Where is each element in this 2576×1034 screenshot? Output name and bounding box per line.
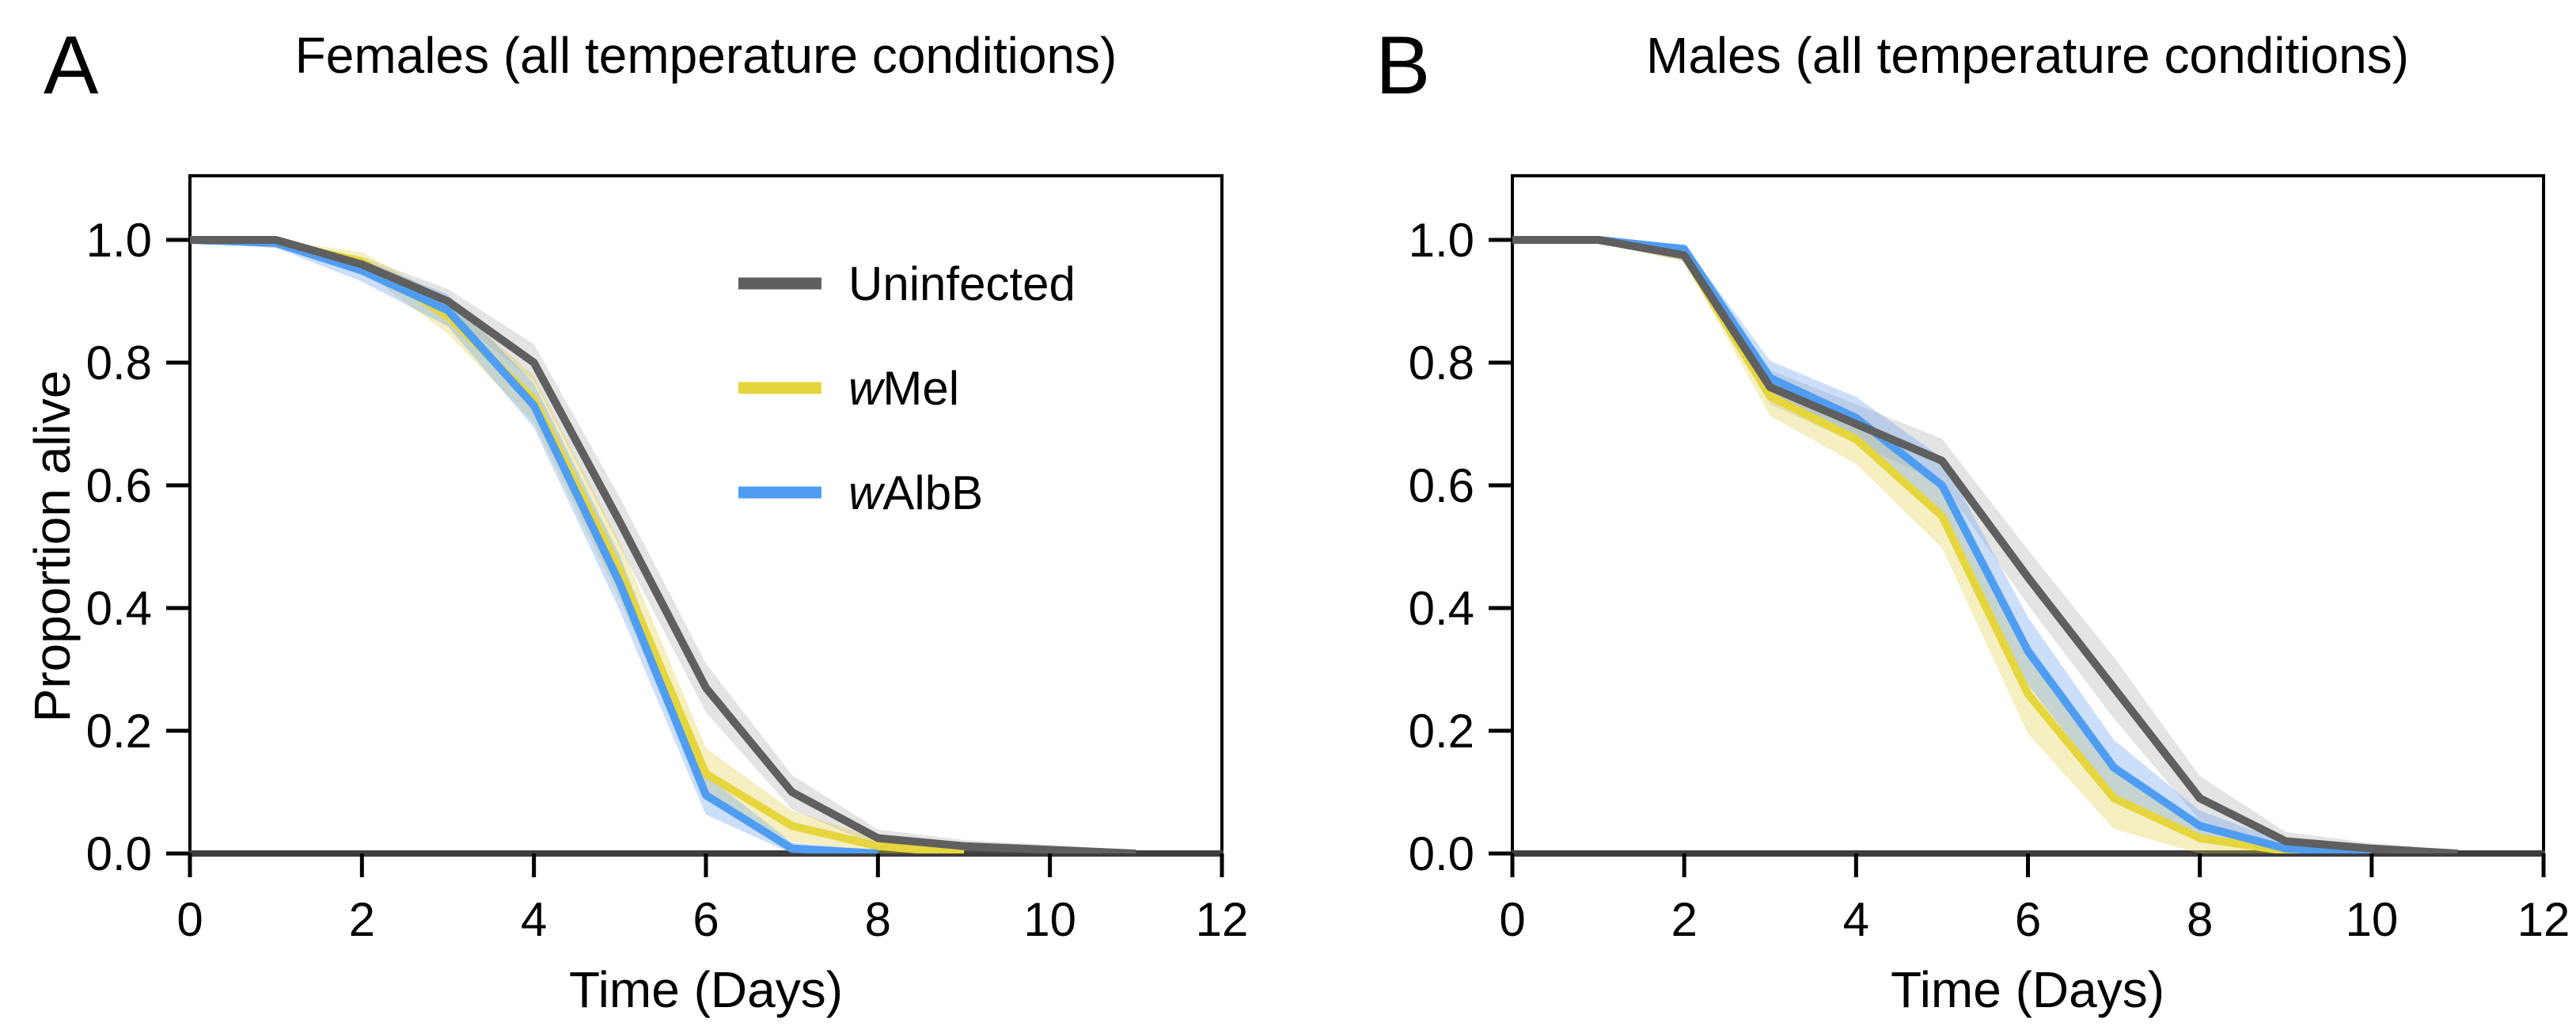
panel-a-x-axis-title: Time (Days) <box>569 961 843 1018</box>
series-line-wmel <box>190 236 965 853</box>
y-tick-label: 0.6 <box>86 459 152 512</box>
curves-layer <box>190 236 1136 853</box>
panel-a-title: Females (all temperature conditions) <box>295 27 1117 84</box>
series-band-wmel <box>1512 240 2372 853</box>
series-line-walbb <box>1512 236 2373 853</box>
y-tick-label: 0.2 <box>1409 705 1474 758</box>
y-tick-label: 0.4 <box>86 582 152 635</box>
y-tick-label: 0.8 <box>1409 336 1474 390</box>
legend-label-wmel-italic: w <box>848 362 886 415</box>
panel-b-x-axis-title: Time (Days) <box>1891 961 2164 1018</box>
legend-label-walbb: wAlbB <box>848 466 983 519</box>
panel-b-plot-area: 0 2 4 6 8 10 12 1.0 0.8 0.6 0.4 0.2 0.0 <box>1409 174 2570 946</box>
x-tick-label: 2 <box>349 893 375 946</box>
x-tick-label: 0 <box>176 893 203 946</box>
legend-label-walbb-text: AlbB <box>882 466 983 519</box>
legend-label-wmel-text: Mel <box>882 362 959 415</box>
series-band-uninfected <box>190 240 1136 853</box>
series-line-uninfected <box>190 236 1136 853</box>
legend-row-wmel: wMel <box>738 362 959 415</box>
x-tick-label: 2 <box>1671 893 1697 946</box>
x-tick-label: 6 <box>2015 893 2041 946</box>
panel-b-title: Males (all temperature conditions) <box>1646 27 2409 84</box>
y-axis-title: Proportion alive <box>24 371 81 723</box>
x-tick-label: 0 <box>1499 893 1525 946</box>
y-tick-label: 1.0 <box>86 214 152 267</box>
y-tick-label: 0.8 <box>86 336 152 390</box>
legend-label-uninfected: Uninfected <box>848 257 1076 310</box>
plot-frame <box>1511 174 2545 855</box>
legend: Uninfected wMel wAlbB <box>738 257 1076 519</box>
x-tick-label: 4 <box>1843 893 1869 946</box>
panel-a-label: A <box>44 20 99 112</box>
legend-row-walbb: wAlbB <box>738 466 983 519</box>
legend-label-wmel: wMel <box>848 362 959 415</box>
series-band-wmel <box>190 240 964 853</box>
x-tick-label: 10 <box>1023 893 1076 946</box>
y-tick-label: 0.2 <box>86 705 152 758</box>
y-tick-label: 1.0 <box>1409 214 1474 267</box>
x-tick-label: 12 <box>2517 893 2570 946</box>
x-tick-label: 10 <box>2345 893 2398 946</box>
panel-a-plot-area: 0 2 4 6 8 10 12 1.0 0.8 0.6 0.4 0.2 0.0 <box>86 174 1249 946</box>
legend-label-walbb-italic: w <box>848 466 886 519</box>
y-tick-label: 0.4 <box>1409 582 1474 635</box>
legend-label-uninfected-text: Uninfected <box>848 257 1076 310</box>
x-tick-label: 12 <box>1196 893 1249 946</box>
legend-row-uninfected: Uninfected <box>738 257 1076 310</box>
x-tick-label: 6 <box>692 893 719 946</box>
y-tick-label: 0.6 <box>1409 459 1474 512</box>
panel-b-label: B <box>1375 20 1430 112</box>
y-tick-label: 0.0 <box>86 827 152 880</box>
y-tick-label: 0.0 <box>1409 827 1474 880</box>
x-tick-label: 8 <box>865 893 891 946</box>
x-tick-label: 8 <box>2187 893 2213 946</box>
curves-layer <box>1512 236 2458 853</box>
x-tick-label: 4 <box>521 893 547 946</box>
series-line-uninfected <box>1512 236 2458 853</box>
